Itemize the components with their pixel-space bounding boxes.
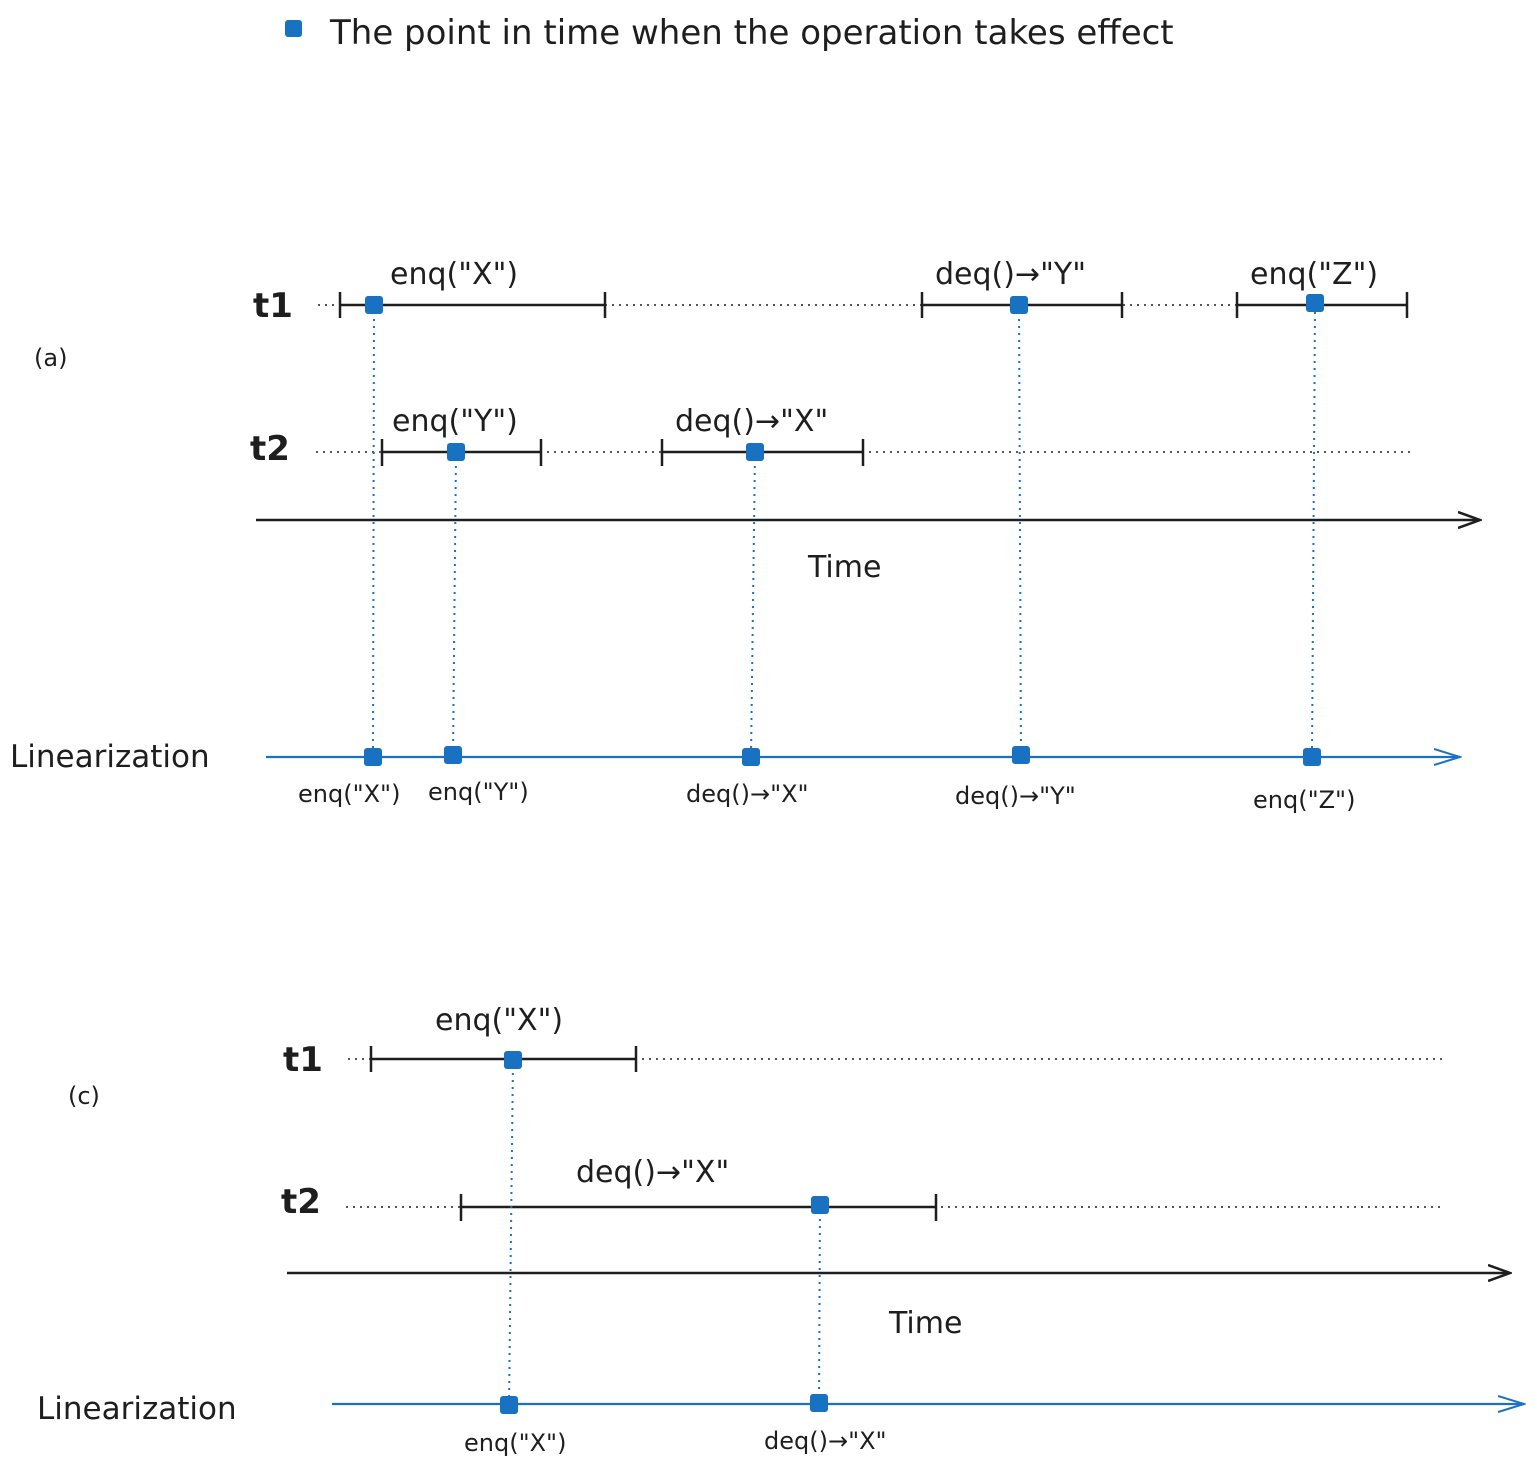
effect-point [365,296,383,314]
legend-text: The point in time when the operation tak… [329,13,1174,53]
projection-line [750,451,756,758]
legend: The point in time when the operation tak… [285,13,1174,53]
legend-marker [285,20,302,37]
linearization-point [444,746,462,764]
operation-label: deq()→"X" [576,1155,729,1190]
projection-line [372,304,375,758]
operation-interval [369,1046,638,1072]
time-axis-label: Time [888,1306,962,1341]
effect-point [447,443,465,461]
operation-label: enq("Z") [1250,257,1378,292]
thread-label: t1 [253,286,293,326]
operation-label: deq()→"Y" [935,257,1086,292]
operation-label: deq()→"X" [675,404,828,439]
panel-label: (a) [34,344,67,372]
linearization-op-label: enq("X") [464,1429,566,1457]
linearization-point [364,748,382,766]
linearization-op-label: enq("Y") [428,778,529,806]
panel-c: (c) t1 t2 enq("X") deq()→"X" Time Linear… [37,1003,1524,1457]
projection-line [1311,304,1316,758]
effect-point [746,443,764,461]
linearization-label: Linearization [10,739,210,775]
linearization-point [742,748,760,766]
panel-a: (a) t1 t2 enq("X") deq()→"Y" enq("Z") [10,257,1480,814]
effect-point [1306,294,1324,312]
linearization-label: Linearization [37,1391,237,1427]
projection-line [452,451,457,756]
thread-label: t2 [250,429,290,469]
linearization-point [810,1394,828,1412]
projection-line [1018,304,1022,756]
linearization-point [1303,748,1321,766]
linearization-point [500,1396,518,1414]
operation-interval [459,1194,938,1221]
effect-point [811,1196,829,1214]
panel-label: (c) [68,1082,100,1110]
effect-point [504,1051,522,1069]
linearization-op-label: enq("Z") [1253,786,1355,814]
operation-label: enq("X") [390,257,518,292]
projection-line [508,1058,514,1406]
time-axis-label: Time [807,550,881,585]
operation-interval [338,292,607,318]
effect-point [1010,296,1028,314]
projection-line [818,1204,821,1404]
linearization-op-label: deq()→"X" [764,1427,887,1455]
operation-label: enq("Y") [392,404,518,439]
linearization-op-label: deq()→"X" [686,780,809,808]
linearization-point [1012,746,1030,764]
linearization-op-label: enq("X") [298,780,400,808]
operation-label: enq("X") [435,1003,563,1038]
thread-label: t1 [283,1040,323,1080]
thread-label: t2 [281,1182,321,1222]
linearization-op-label: deq()→"Y" [955,782,1076,810]
